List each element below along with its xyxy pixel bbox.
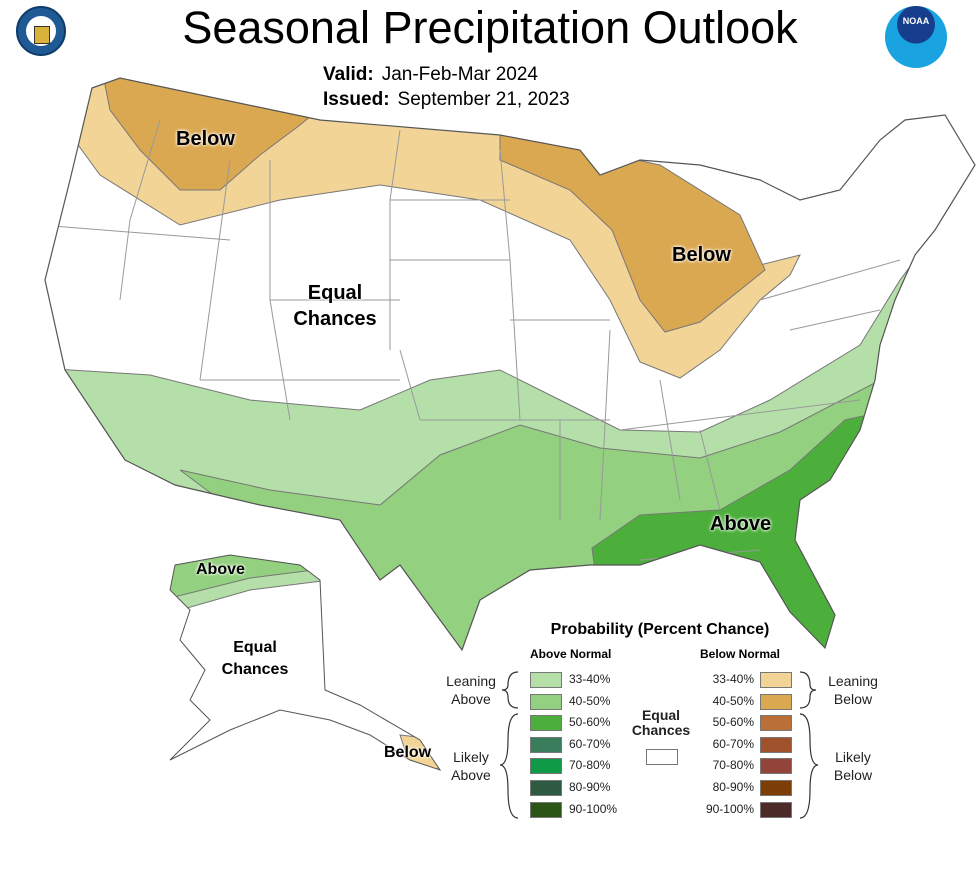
label-below-northwest: Below xyxy=(176,128,235,150)
conus-regions xyxy=(45,78,975,650)
group-label: Leaning xyxy=(446,673,496,689)
legend-braces xyxy=(499,671,819,819)
legend-range-below: 90-100% xyxy=(705,801,754,816)
legend-range-above: 80-90% xyxy=(569,780,611,794)
legend-likely-below: Likely Below xyxy=(818,748,888,784)
label-below-great-lakes: Below xyxy=(672,244,731,266)
legend-swatch-above xyxy=(530,780,562,796)
doc-seal-logo xyxy=(16,6,66,56)
legend-title: Probability (Percent Chance) xyxy=(550,621,770,638)
label-chances: Chances xyxy=(221,661,289,678)
legend-swatch-above xyxy=(530,801,562,818)
legend-range-below: 50-60% xyxy=(712,715,754,730)
legend-range-above: 40-50% xyxy=(569,693,611,708)
legend-swatch-below xyxy=(760,736,792,753)
legend-range-above: 90-100% xyxy=(569,801,618,816)
legend-range-below: 60-70% xyxy=(712,736,754,751)
legend-swatch-below xyxy=(760,758,792,775)
legend-above-header: Above Normal xyxy=(530,647,612,661)
label-chances: Chances xyxy=(293,308,377,330)
legend-swatch-above xyxy=(530,715,562,732)
legend-range-below: 80-90% xyxy=(712,780,754,794)
region-below-40-50-great-lakes xyxy=(499,119,766,333)
valid-value: Jan-Feb-Mar 2024 xyxy=(381,64,538,85)
legend-leaning-above: Leaning Above xyxy=(436,672,506,708)
label-equal-chances-alaska: Equal Chances xyxy=(210,637,300,681)
legend-range-below: 40-50% xyxy=(712,693,754,708)
legend-leaning-below: Leaning Below xyxy=(818,672,888,708)
legend-swatch-below xyxy=(760,715,792,732)
legend-swatch-above xyxy=(530,693,562,710)
legend-swatch-below xyxy=(760,672,792,688)
label-above-southeast: Above xyxy=(710,513,772,535)
legend-swatch-below xyxy=(760,780,792,796)
legend-swatch-above xyxy=(530,758,562,775)
group-label: Above xyxy=(451,691,491,707)
group-label: Above xyxy=(451,767,491,783)
valid-line: Valid: Jan-Feb-Mar 2024 xyxy=(323,64,538,86)
label-equal-chances-conus: Equal Chances xyxy=(280,280,390,332)
legend-range-above: 60-70% xyxy=(569,736,611,751)
noaa-logo: NOAA xyxy=(885,6,947,68)
label-below-alaska: Below xyxy=(384,744,432,761)
group-label: Likely xyxy=(835,749,871,765)
legend-swatch-above xyxy=(530,672,562,688)
legend-range-above: 70-80% xyxy=(569,758,611,773)
label-equal: Equal xyxy=(233,639,277,656)
issued-line: Issued: September 21, 2023 xyxy=(323,89,570,111)
legend-likely-above: Likely Above xyxy=(436,748,506,784)
legend-range-above: 33-40% xyxy=(569,672,611,686)
legend-swatch-below xyxy=(760,801,792,818)
legend-range-below: 70-80% xyxy=(712,758,754,773)
issued-value: September 21, 2023 xyxy=(397,89,570,110)
noaa-logo-text: NOAA xyxy=(902,16,930,26)
label-equal: Equal xyxy=(307,282,363,304)
group-label: Likely xyxy=(453,749,489,765)
legend-swatch-equal xyxy=(646,749,678,765)
group-label: Equal xyxy=(641,707,681,723)
page-title: Seasonal Precipitation Outlook xyxy=(182,2,798,53)
legend-swatch-below xyxy=(760,693,792,710)
legend-swatch-above xyxy=(530,736,562,753)
issued-label: Issued: xyxy=(323,89,390,110)
legend-equal-chances: Equal Chances xyxy=(628,708,694,738)
group-label: Leaning xyxy=(828,673,878,689)
legend-range-below: 33-40% xyxy=(712,672,754,686)
legend-below-header: Below Normal xyxy=(700,647,781,661)
group-label: Below xyxy=(833,691,873,707)
group-label: Below xyxy=(833,767,873,783)
alaska-outline xyxy=(169,554,442,771)
ak-above-40-50 xyxy=(170,555,331,599)
valid-label: Valid: xyxy=(323,64,374,85)
group-label: Chances xyxy=(631,722,691,738)
legend-range-above: 50-60% xyxy=(569,715,611,730)
label-above-alaska: Above xyxy=(196,561,245,578)
